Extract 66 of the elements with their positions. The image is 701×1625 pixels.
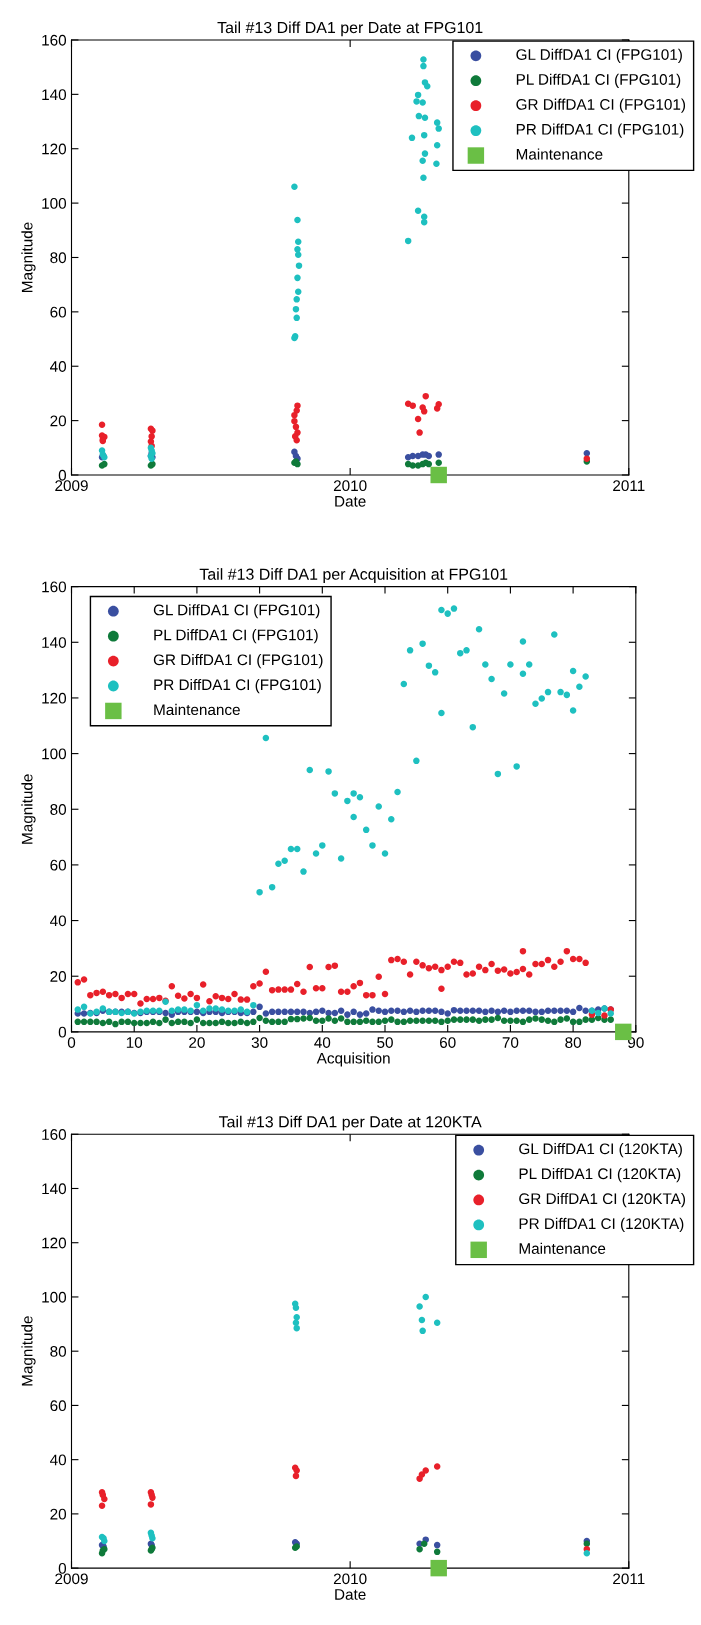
y-tick-label: 80 <box>50 804 67 815</box>
y-tick-label: 40 <box>50 915 67 927</box>
y-tick-label: 160 <box>42 34 67 46</box>
x-tick-label: 2010 <box>333 1573 367 1585</box>
legend-label: GR DiffDA1 CI (120KTA) <box>519 1192 686 1208</box>
legend-label: PL DiffDA1 CI (120KTA) <box>519 1167 681 1183</box>
x-tick-label: 10 <box>126 1037 143 1048</box>
y-tick-label: 40 <box>50 361 67 372</box>
x-axis-title: Acquisition <box>316 1052 390 1067</box>
y-tick-label: 140 <box>42 637 67 648</box>
y-tick-label: 120 <box>42 143 67 155</box>
x-tick-label: 70 <box>502 1037 519 1048</box>
legend-label: PR DiffDA1 CI (120KTA) <box>519 1217 684 1233</box>
x-tick-label: 2010 <box>333 480 367 492</box>
y-tick-label: 60 <box>50 306 67 318</box>
legend-label: GR DiffDA1 CI (FPG101) <box>153 654 323 669</box>
legend-label: PL DiffDA1 CI (FPG101) <box>516 73 681 88</box>
legend-label: GL DiffDA1 CI (FPG101) <box>153 604 320 619</box>
legend-label: PR DiffDA1 CI (FPG101) <box>516 123 684 138</box>
y-tick-label: 20 <box>50 415 67 427</box>
legend-label: GL DiffDA1 CI (120KTA) <box>519 1143 682 1158</box>
y-tick-label: 20 <box>50 971 67 982</box>
y-tick-label: 140 <box>42 1183 67 1195</box>
legend-label: PL DiffDA1 CI (FPG101) <box>154 629 318 644</box>
x-tick-label: 80 <box>565 1037 582 1048</box>
x-tick-label: 2009 <box>55 480 88 492</box>
x-axis-title: Date <box>335 496 366 507</box>
y-tick-label: 0 <box>58 469 67 481</box>
legend-label: Maintenance <box>154 703 240 716</box>
legend-label: Maintenance <box>519 1242 606 1254</box>
legend-label: GL DiffDA1 CI (FPG101) <box>516 48 682 63</box>
y-axis-title: Magnitude <box>21 1316 36 1386</box>
y-tick-label: 100 <box>42 1291 67 1303</box>
y-tick-label: 20 <box>50 1508 67 1520</box>
y-tick-label: 60 <box>50 1400 67 1412</box>
y-tick-label: 40 <box>50 1454 67 1466</box>
y-tick-label: 80 <box>50 252 67 264</box>
x-tick-label: 2009 <box>55 1573 88 1585</box>
x-axis-title: Date <box>335 1589 366 1600</box>
legend-label: Maintenance <box>516 148 603 160</box>
chart-title: Tail #13 Diff DA1 per Acquisition at FPG101 <box>199 568 508 583</box>
y-tick-label: 0 <box>58 1562 67 1574</box>
y-tick-label: 120 <box>42 1237 67 1249</box>
y-axis-title: Magnitude <box>21 774 36 844</box>
y-tick-label: 100 <box>42 748 67 760</box>
x-tick-label: 20 <box>189 1037 205 1048</box>
legend-label: PR DiffDA1 CI (FPG101) <box>154 678 321 694</box>
chart-title: Tail #13 Diff DA1 per Date at FPG101 <box>217 21 483 37</box>
y-tick-label: 60 <box>50 859 67 871</box>
y-axis-title: Magnitude <box>21 222 36 292</box>
x-tick-label: 0 <box>67 1037 76 1048</box>
legend-label: GR DiffDA1 CI (FPG101) <box>516 98 686 113</box>
y-tick-label: 160 <box>42 1129 67 1140</box>
x-tick-label: 30 <box>251 1037 268 1048</box>
y-tick-label: 0 <box>58 1026 67 1038</box>
x-tick-label: 40 <box>314 1037 331 1048</box>
y-tick-label: 140 <box>42 89 67 101</box>
y-tick-label: 100 <box>42 197 67 209</box>
x-tick-label: 2011 <box>613 480 645 492</box>
x-tick-label: 50 <box>377 1037 393 1048</box>
chart-title: Tail #13 Diff DA1 per Date at 120KTA <box>218 1115 482 1131</box>
x-tick-label: 60 <box>439 1037 456 1048</box>
y-tick-label: 80 <box>50 1346 67 1357</box>
x-tick-label: 2011 <box>613 1573 645 1585</box>
y-tick-label: 120 <box>42 692 67 704</box>
y-tick-label: 160 <box>42 581 67 593</box>
